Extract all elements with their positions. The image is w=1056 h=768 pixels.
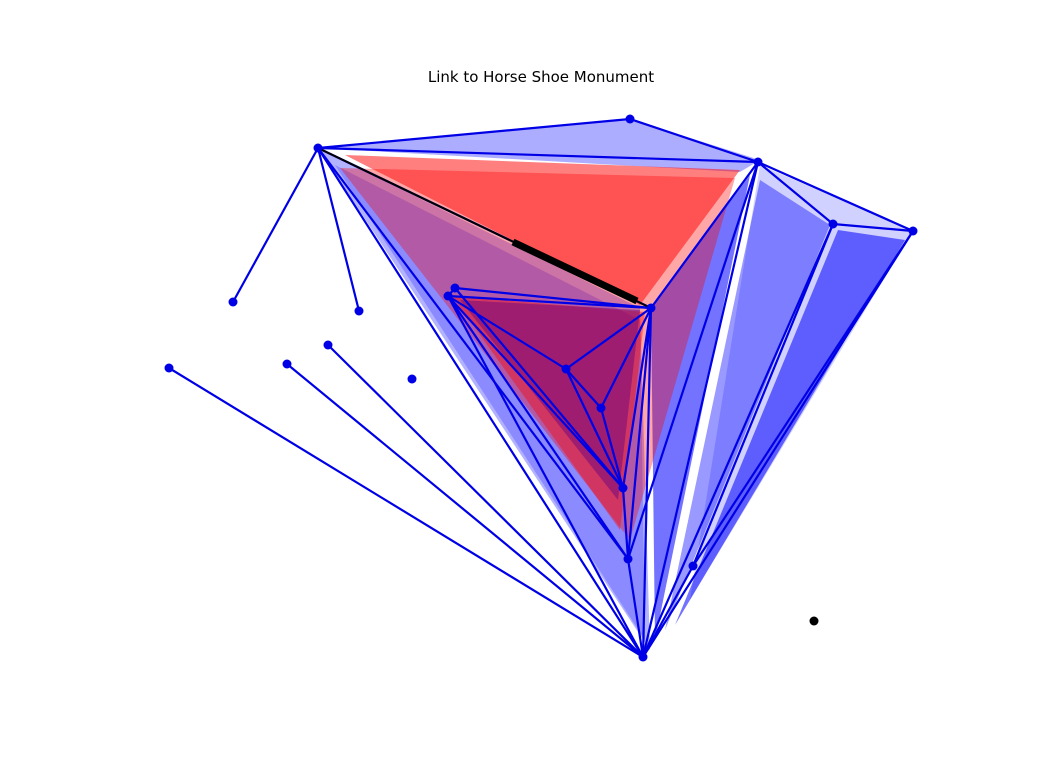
- node-D: [828, 219, 838, 229]
- edge-E-M: [691, 229, 915, 568]
- edge-A-L: [316, 146, 630, 561]
- edge-A-O2: [316, 146, 361, 313]
- edge-Cc-E: [756, 160, 915, 233]
- fill-right-wedge-3: [690, 165, 913, 600]
- edge-O4-N: [285, 362, 645, 659]
- edge-O5-N: [326, 343, 645, 659]
- edge-F-H: [446, 294, 653, 310]
- edge-A-Cc: [316, 146, 760, 164]
- edge-O3-N: [167, 366, 645, 659]
- node-M: [688, 561, 698, 571]
- edge-G-K: [453, 286, 625, 490]
- edge-K-L: [621, 486, 630, 561]
- fill-left-fan: [318, 148, 650, 650]
- outlier-node: [809, 616, 819, 626]
- edge-F-G: [453, 286, 653, 310]
- fill-red-large-2: [340, 168, 735, 540]
- edge-I-J: [564, 367, 603, 410]
- node-H: [443, 291, 453, 301]
- node-Cc: [753, 157, 763, 167]
- edge-Cc-F: [649, 160, 760, 310]
- edge-D-N: [641, 222, 835, 659]
- node-L: [623, 554, 633, 564]
- node-I: [561, 364, 571, 374]
- diagram-title: Link to Horse Shoe Monument: [427, 68, 655, 86]
- edge-F-J: [599, 306, 653, 410]
- node-O3: [164, 363, 174, 373]
- edge-A-N: [316, 146, 645, 659]
- edge-F-N: [641, 306, 653, 659]
- edge-E-N: [641, 229, 915, 659]
- node-O2: [354, 306, 364, 316]
- node-layer: [164, 114, 918, 662]
- node-O5: [323, 340, 333, 350]
- edge-layer: [167, 117, 915, 659]
- edge-M-N: [641, 564, 695, 659]
- node-G: [450, 283, 460, 293]
- node-J: [596, 403, 606, 413]
- edge-D-M: [691, 222, 835, 568]
- node-B: [625, 114, 635, 124]
- node-A: [313, 143, 323, 153]
- edge-A-O1: [231, 146, 320, 304]
- edge-H-I: [446, 294, 568, 371]
- edge-A-B: [316, 117, 632, 150]
- edge-F-I: [564, 306, 653, 371]
- node-O6: [407, 374, 417, 384]
- edge-F-K: [621, 306, 653, 490]
- edge-I-K: [564, 367, 625, 490]
- node-K: [618, 483, 628, 493]
- edge-Cc-N: [641, 160, 760, 659]
- node-F: [646, 303, 656, 313]
- fill-red-large: [345, 155, 740, 305]
- edge-F-L: [626, 306, 653, 561]
- node-O4: [282, 359, 292, 369]
- edge-H-N: [446, 294, 645, 659]
- edge-B-Cc: [628, 117, 760, 164]
- fill-left-fan-inner: [335, 165, 645, 640]
- node-N: [638, 652, 648, 662]
- edge-H-K: [446, 294, 625, 490]
- edge-J-K: [599, 406, 625, 490]
- highlight-link-segment: [511, 238, 639, 305]
- edge-Cc-L: [626, 160, 760, 561]
- edge-Cc-D: [756, 160, 835, 226]
- highlight-layer: [317, 147, 652, 309]
- region-fills: [318, 119, 913, 650]
- edge-L-N: [626, 557, 645, 659]
- edge-D-E: [831, 222, 915, 233]
- fill-right-wedge-1: [665, 180, 830, 630]
- node-O1: [228, 297, 238, 307]
- edge-H-L: [446, 294, 630, 561]
- node-E: [908, 226, 918, 236]
